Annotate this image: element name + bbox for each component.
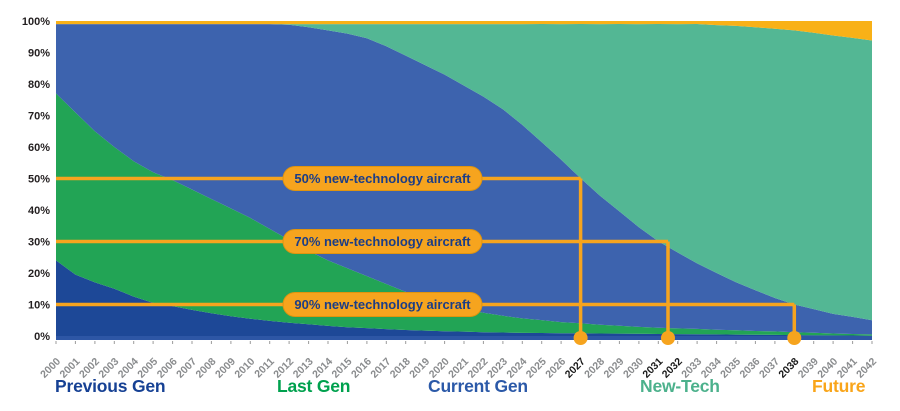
x-axis-line [56,336,872,340]
y-axis-label-50: 50% [28,174,50,186]
y-axis-label-80: 80% [28,79,50,91]
milestone-pill-50 [282,166,483,191]
legend-item-current-gen: Current Gen [428,376,528,396]
milestone-dot-50 [573,331,588,345]
legend-item-future: Future [812,376,866,396]
legend-item-last-gen: Last Gen [277,376,351,396]
legend-item-previous-gen: Previous Gen [55,376,166,396]
y-axis-label-30: 30% [28,237,50,249]
chart-legend: Previous Gen Last Gen Current Gen New-Te… [0,376,900,406]
milestone-pill-label-70: 70% new-technology aircraft [294,234,471,249]
y-axis-label-70: 70% [28,111,50,123]
y-axis-label-10: 10% [28,300,50,312]
y-axis-label-20: 20% [28,268,50,280]
area-future [56,21,872,41]
legend-item-new-tech: New-Tech [640,376,720,396]
milestone-pill-70 [282,229,483,254]
y-axis-label-60: 60% [28,142,50,154]
milestone-dot-70 [661,331,675,345]
area-previous-gen [56,260,872,336]
milestone-dot-90 [787,331,802,345]
milestone-pill-90 [282,292,483,317]
y-axis-label-40: 40% [28,205,50,217]
area-last-gen [56,93,872,336]
y-axis-label-90: 90% [28,48,50,60]
y-axis-label-0: 0% [34,331,50,343]
y-axis-label-100: 100% [22,16,50,28]
milestone-pill-label-90: 90% new-technology aircraft [294,297,471,312]
milestone-pill-label-50: 50% new-technology aircraft [294,171,471,186]
